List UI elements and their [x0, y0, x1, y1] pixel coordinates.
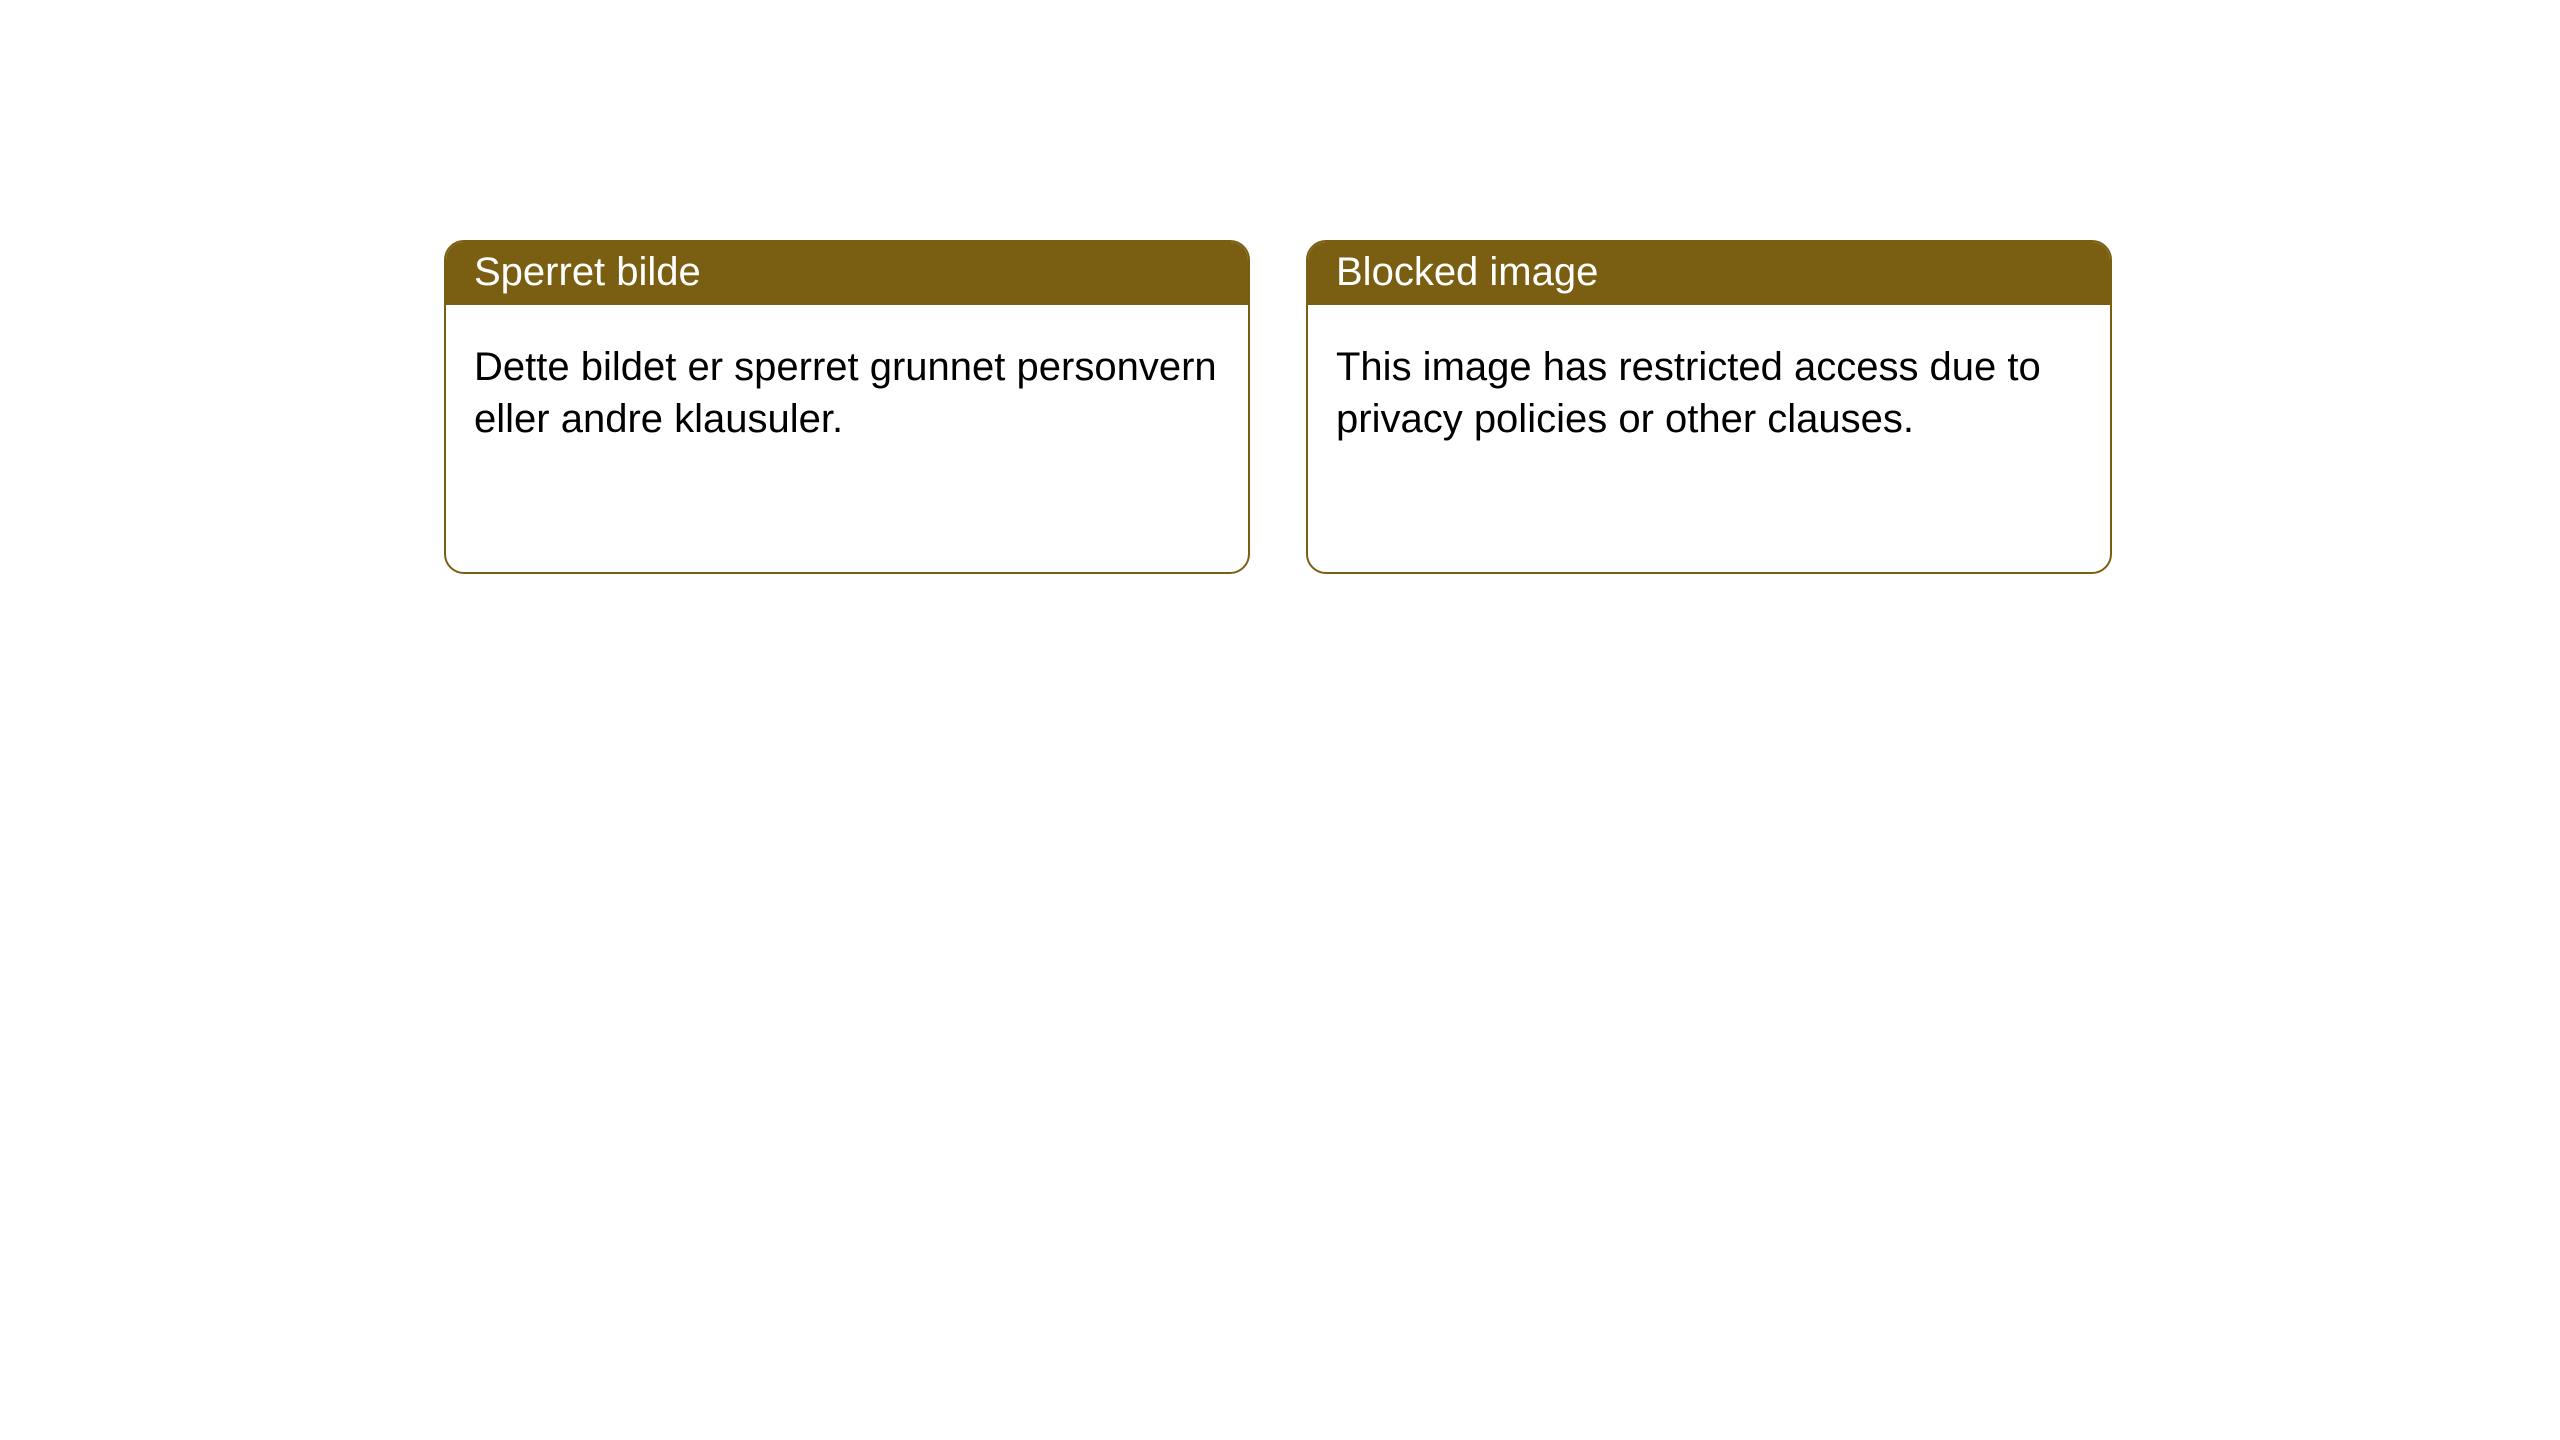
- info-card-norwegian: Sperret bilde Dette bildet er sperret gr…: [444, 240, 1250, 574]
- info-cards-container: Sperret bilde Dette bildet er sperret gr…: [444, 240, 2112, 574]
- card-body-english: This image has restricted access due to …: [1308, 305, 2110, 481]
- card-header-english: Blocked image: [1308, 242, 2110, 305]
- card-header-norwegian: Sperret bilde: [446, 242, 1248, 305]
- info-card-english: Blocked image This image has restricted …: [1306, 240, 2112, 574]
- card-body-norwegian: Dette bildet er sperret grunnet personve…: [446, 305, 1248, 481]
